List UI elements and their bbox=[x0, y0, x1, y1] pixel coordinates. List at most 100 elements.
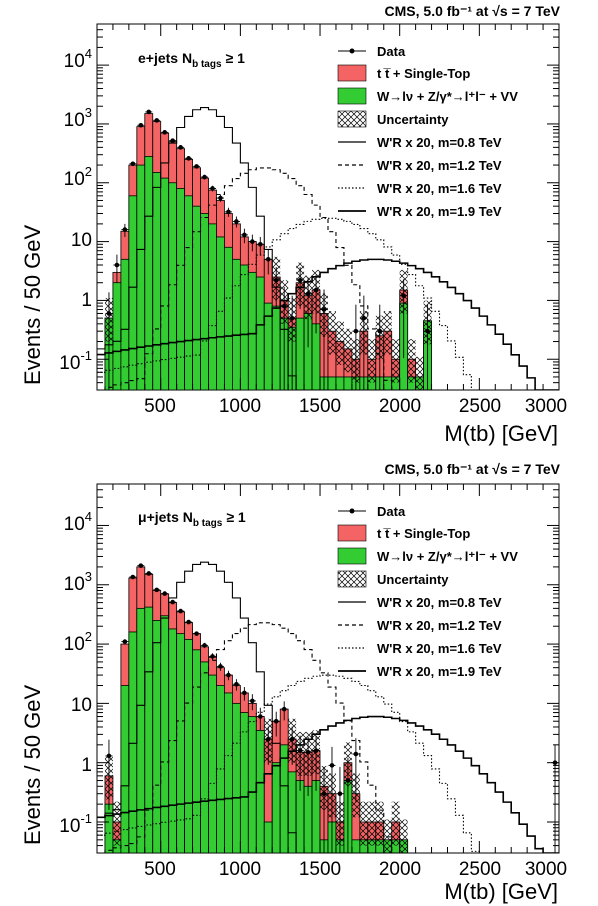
data-point bbox=[162, 130, 168, 135]
bar-wlnu bbox=[224, 246, 233, 390]
bar-wlnu bbox=[200, 213, 209, 390]
bar-wlnu bbox=[192, 649, 201, 853]
y-tick-label: 10 bbox=[71, 230, 92, 251]
data-point bbox=[226, 209, 231, 215]
legend-label: W'R x 20, m=1.9 TeV bbox=[377, 204, 502, 219]
x-axis-title: M(tb) [GeV] bbox=[444, 879, 558, 904]
data-point bbox=[265, 736, 271, 742]
signal-curve bbox=[97, 674, 559, 853]
signal-curve bbox=[97, 106, 559, 390]
data-point bbox=[273, 718, 279, 724]
panel-bottom: CMS, 5.0 fb⁻¹ at √s = 7 TeV 104 103 102 … bbox=[20, 461, 567, 904]
legend-label: W'R x 20, m=1.9 TeV bbox=[377, 664, 502, 679]
data-point bbox=[313, 287, 319, 293]
data-point bbox=[305, 291, 311, 297]
data-point bbox=[138, 122, 144, 128]
legend-label: W'R x 20, m=1.2 TeV bbox=[377, 618, 502, 633]
y-axis-title: Events / 50 GeV bbox=[20, 224, 45, 385]
data-point bbox=[329, 763, 335, 768]
data-point bbox=[202, 643, 207, 648]
y-tick-label: 10-1 bbox=[59, 348, 92, 374]
signal-curve bbox=[97, 217, 559, 390]
data-point bbox=[257, 714, 263, 719]
data-point bbox=[377, 328, 383, 334]
data-point bbox=[321, 307, 327, 312]
x-axis-title: M(tb) [GeV] bbox=[444, 421, 558, 446]
bar-wlnu bbox=[343, 376, 353, 390]
y-tick-label: 10-1 bbox=[59, 811, 92, 837]
bar-wlnu bbox=[295, 317, 305, 390]
legend-label: Data bbox=[377, 504, 406, 519]
bar-wlnu bbox=[232, 258, 241, 390]
bar-wlnu bbox=[232, 702, 241, 853]
bar-wlnu bbox=[184, 195, 193, 390]
bar-wlnu bbox=[287, 771, 297, 853]
bar-wlnu bbox=[327, 376, 337, 390]
legend-label: W'R x 20, m=0.8 TeV bbox=[377, 135, 502, 150]
x-tick-label: 1000 bbox=[219, 396, 261, 417]
legend-label: W'R x 20, m=1.6 TeV bbox=[377, 641, 502, 656]
uncertainty-band bbox=[391, 339, 400, 383]
data-point bbox=[194, 631, 199, 636]
bar-wlnu bbox=[200, 661, 209, 853]
data-point bbox=[265, 256, 271, 262]
data-point bbox=[178, 608, 183, 614]
data-point bbox=[210, 654, 215, 659]
bar-wlnu bbox=[192, 205, 201, 390]
legend-label: t t̅ + Single-Top bbox=[377, 66, 470, 81]
x-tick-label: 2000 bbox=[379, 859, 421, 880]
legend-label: Data bbox=[377, 44, 406, 59]
data-point bbox=[337, 791, 343, 796]
data-point bbox=[154, 587, 160, 593]
legend-label: Uncertainty bbox=[377, 112, 449, 127]
bar-wlnu bbox=[295, 780, 305, 853]
y-tick-label: 1 bbox=[81, 755, 92, 776]
data-point bbox=[226, 672, 231, 678]
bar-wlnu bbox=[152, 620, 162, 853]
data-point bbox=[289, 315, 295, 321]
signal-curve bbox=[97, 715, 559, 853]
data-point bbox=[210, 186, 215, 191]
bar-wlnu bbox=[208, 223, 217, 390]
bar-wlnu bbox=[255, 276, 265, 390]
bar-wlnu bbox=[239, 712, 249, 853]
axis-ticks bbox=[97, 23, 560, 391]
legend-swatch-ttbar bbox=[337, 524, 367, 542]
panel-top: CMS, 5.0 fb⁻¹ at √s = 7 TeV 104 103 102 … bbox=[20, 3, 567, 446]
uncertainty-band bbox=[383, 819, 392, 853]
uncertainty-band bbox=[335, 321, 344, 365]
data-point bbox=[361, 315, 367, 321]
data-point bbox=[297, 748, 303, 753]
uncertainty-band bbox=[112, 801, 121, 846]
signal-curve bbox=[97, 622, 559, 853]
bar-wlnu bbox=[247, 271, 257, 390]
bar-wlnu bbox=[224, 692, 233, 853]
legend-label: W→lν + Z/γ*→l⁺l⁻ + VV bbox=[377, 549, 518, 564]
data-point bbox=[122, 227, 128, 232]
x-tick-label: 3000 bbox=[525, 859, 567, 880]
y-tick-label: 102 bbox=[64, 164, 92, 190]
bar-wlnu bbox=[160, 615, 170, 853]
data-point bbox=[194, 164, 199, 169]
uncertainty-band bbox=[328, 311, 336, 355]
bar-wlnu bbox=[216, 236, 225, 390]
legend-swatch-wlnu bbox=[337, 87, 367, 105]
bar-wlnu bbox=[311, 323, 321, 390]
data-point bbox=[170, 138, 175, 143]
uncertainty-band bbox=[367, 801, 376, 846]
bar-wlnu bbox=[351, 839, 361, 853]
x-tick-label: 1500 bbox=[299, 396, 341, 417]
data-point bbox=[130, 161, 136, 167]
data-point bbox=[138, 563, 144, 568]
legend-swatch-uncertainty bbox=[337, 110, 367, 128]
uncertainty-band bbox=[375, 801, 384, 846]
uncertainty-band bbox=[415, 356, 424, 390]
x-tick-label: 500 bbox=[144, 859, 176, 880]
data-point bbox=[218, 195, 223, 201]
y-tick-label: 10 bbox=[71, 695, 92, 716]
y-tick-label: 102 bbox=[64, 629, 92, 655]
legend-swatch-wlnu bbox=[337, 547, 367, 565]
legend-label: t t̅ + Single-Top bbox=[377, 526, 470, 541]
bar-wlnu bbox=[263, 821, 273, 853]
